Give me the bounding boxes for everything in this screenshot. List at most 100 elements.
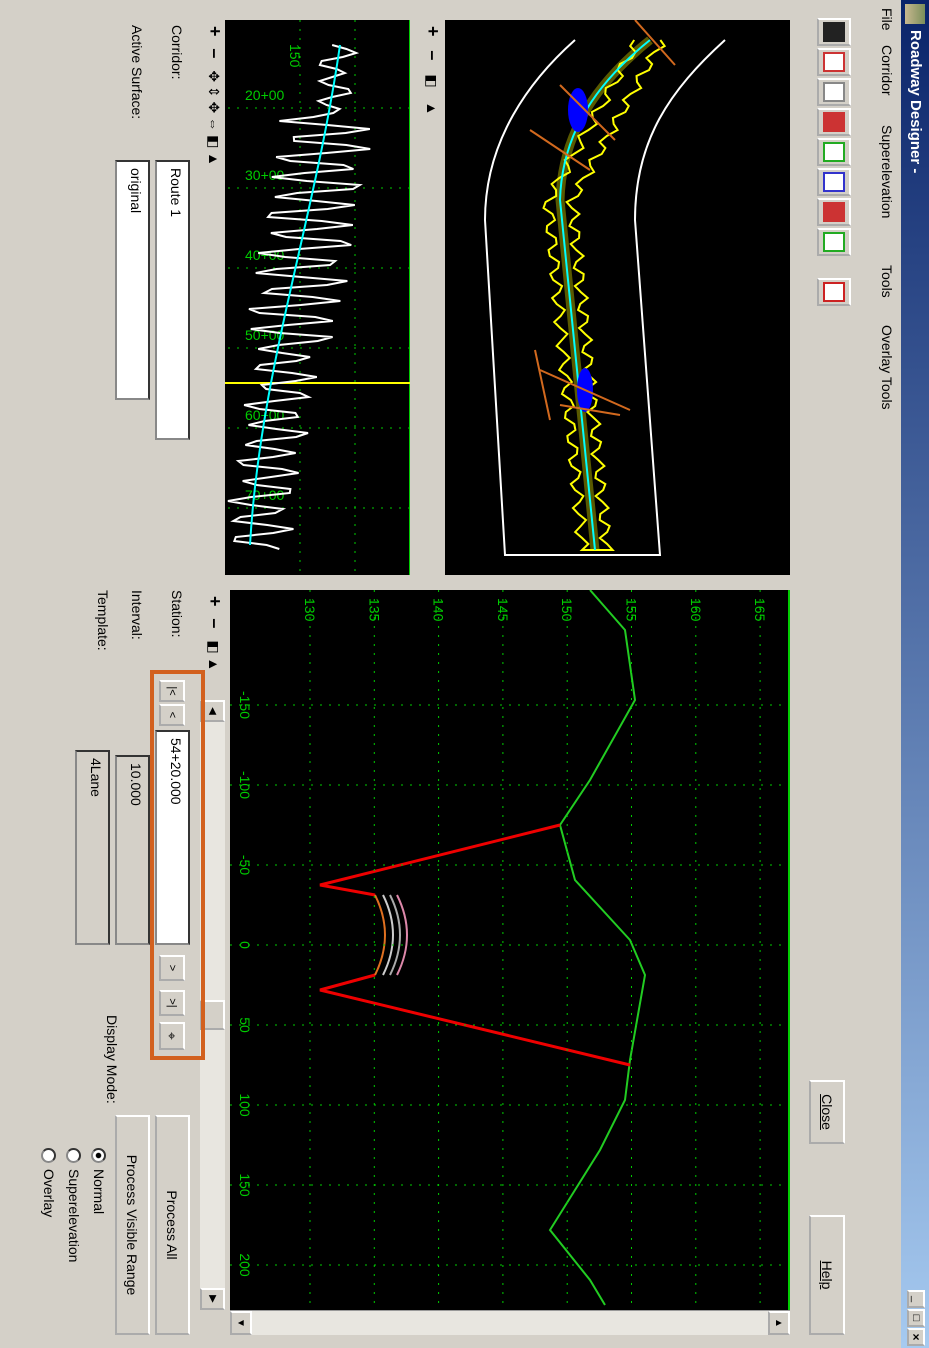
y-tick-label: 155 <box>624 598 640 622</box>
toolbar-icon <box>823 22 845 42</box>
station-lines <box>529 20 676 421</box>
display-mode-label: Display Mode: <box>104 1015 120 1104</box>
side-slope <box>319 823 561 897</box>
toolbar-icon <box>823 172 845 192</box>
toolbar-button[interactable] <box>817 198 851 226</box>
close-window-button[interactable]: × <box>907 1328 925 1346</box>
x-tick-label: 200 <box>237 1253 253 1277</box>
plan-view <box>445 20 790 575</box>
help-button[interactable]: Help <box>809 1215 845 1335</box>
cross-section-background <box>230 590 790 1310</box>
pan-tool[interactable]: ✥ ⇕ ✥ ⇔ ◧ ▲ <box>206 70 222 167</box>
image-tool[interactable]: ▲ <box>424 101 440 116</box>
toolbar-button[interactable] <box>817 78 851 106</box>
x-tick-label: 0 <box>237 941 253 949</box>
highlight-box <box>150 670 205 1060</box>
vertical-scrollbar[interactable]: ▲ ▼ <box>230 1310 790 1335</box>
radio-label: Normal <box>91 1169 107 1215</box>
plan-background <box>445 20 790 575</box>
menu-item[interactable]: Superelevation <box>879 125 895 219</box>
radio-label: Superelevation <box>66 1169 82 1263</box>
toolbar-icon <box>823 142 845 162</box>
process-visible-button[interactable]: Process Visible Range <box>115 1115 150 1335</box>
profile-station-label: 40+00 <box>245 247 285 263</box>
zoom-out[interactable]: – <box>205 618 225 629</box>
process-all-button[interactable]: Process All <box>155 1115 190 1335</box>
station-label: Station: <box>169 590 185 638</box>
side-slope <box>319 973 631 1067</box>
toolbar-button[interactable] <box>817 138 851 166</box>
toolbar-button[interactable] <box>817 18 851 46</box>
radio-button[interactable] <box>91 1148 107 1163</box>
menu-item[interactable]: File <box>879 8 895 31</box>
toolbar-button[interactable] <box>817 168 851 196</box>
scroll-up[interactable]: ▲ <box>768 1311 790 1335</box>
y-tick-label: 165 <box>752 598 768 622</box>
toolbar-icon <box>823 52 845 72</box>
menu-item[interactable]: Overlay Tools <box>879 325 895 410</box>
interval-label: Interval: <box>129 590 145 640</box>
y-tick-label: 135 <box>366 598 382 622</box>
profile-station-label: 30+00 <box>245 167 285 183</box>
window-title: Roadway Designer - <box>907 30 924 174</box>
x-tick-label: -150 <box>237 691 253 719</box>
active-surface-select[interactable]: original <box>115 160 150 400</box>
title-bar: Roadway Designer - _ □ × <box>901 0 929 1348</box>
profile-station-label: 50+00 <box>245 327 285 343</box>
toolbar-button[interactable] <box>817 48 851 76</box>
toolbar-icon <box>823 112 845 132</box>
zoom-out[interactable]: – <box>205 48 225 59</box>
toolbar-button[interactable] <box>817 278 851 306</box>
x-tick-label: 100 <box>237 1093 253 1117</box>
y-tick-label: 130 <box>302 598 318 622</box>
menu-item[interactable]: Tools <box>879 265 895 298</box>
radio-button[interactable] <box>66 1148 82 1163</box>
zoom-out[interactable]: – <box>423 50 443 61</box>
radio-option[interactable]: Superelevation <box>66 1148 82 1262</box>
scroll-down[interactable]: ▼ <box>230 1311 252 1335</box>
interval-input[interactable]: 10.000 <box>115 755 150 945</box>
plan-zoom-tools: + – ◧ ▲ <box>420 20 443 120</box>
fit-view[interactable]: ◧ <box>424 74 440 88</box>
x-tick-label: 150 <box>237 1173 253 1197</box>
app-icon <box>905 4 925 24</box>
pavement <box>382 894 394 976</box>
zoom-in[interactable]: + <box>205 26 225 37</box>
radio-option[interactable]: Normal <box>91 1148 107 1214</box>
radio-button[interactable] <box>41 1148 57 1163</box>
zoom-in[interactable]: + <box>205 596 225 607</box>
fit-view[interactable]: ◧ ▲ <box>206 640 222 672</box>
toolbar-icon <box>823 82 845 102</box>
scroll-right[interactable]: ▶ <box>200 1288 225 1310</box>
corridor-select[interactable]: Route 1 <box>155 160 190 440</box>
y-tick-label: 145 <box>495 598 511 622</box>
profile-station-label: 20+00 <box>245 87 285 103</box>
x-tick-label: -100 <box>237 771 253 799</box>
corridor-label: Corridor: <box>169 25 185 80</box>
x-tick-label: 50 <box>237 1017 253 1033</box>
zoom-in[interactable]: + <box>423 26 443 37</box>
toolbar-button[interactable] <box>817 228 851 256</box>
toolbar-icon <box>823 202 845 222</box>
minimize-button[interactable]: _ <box>907 1290 925 1308</box>
menu-item[interactable]: Corridor <box>879 45 895 96</box>
y-tick-label: 140 <box>431 598 447 622</box>
profile-grade <box>249 44 341 546</box>
toolbar-icon <box>823 232 845 252</box>
toolbar-button[interactable] <box>817 108 851 136</box>
toolbar-icon <box>823 282 845 302</box>
maximize-button[interactable]: □ <box>907 1309 925 1327</box>
y-tick-label: 160 <box>688 598 704 622</box>
radio-option[interactable]: Overlay <box>41 1148 57 1217</box>
profile-ground <box>227 44 371 550</box>
template-input[interactable]: 4Lane <box>75 750 110 945</box>
template-label: Template: <box>95 590 111 651</box>
close-button[interactable]: Close <box>809 1080 845 1144</box>
pavement <box>374 894 386 976</box>
radio-label: Overlay <box>41 1169 57 1218</box>
road-edge <box>483 39 726 556</box>
profile-zoom-tools: + – ✥ ⇕ ✥ ⇔ ◧ ▲ <box>200 20 225 220</box>
toolbar <box>815 18 851 338</box>
profile-elevation-label: 150 <box>287 44 303 68</box>
